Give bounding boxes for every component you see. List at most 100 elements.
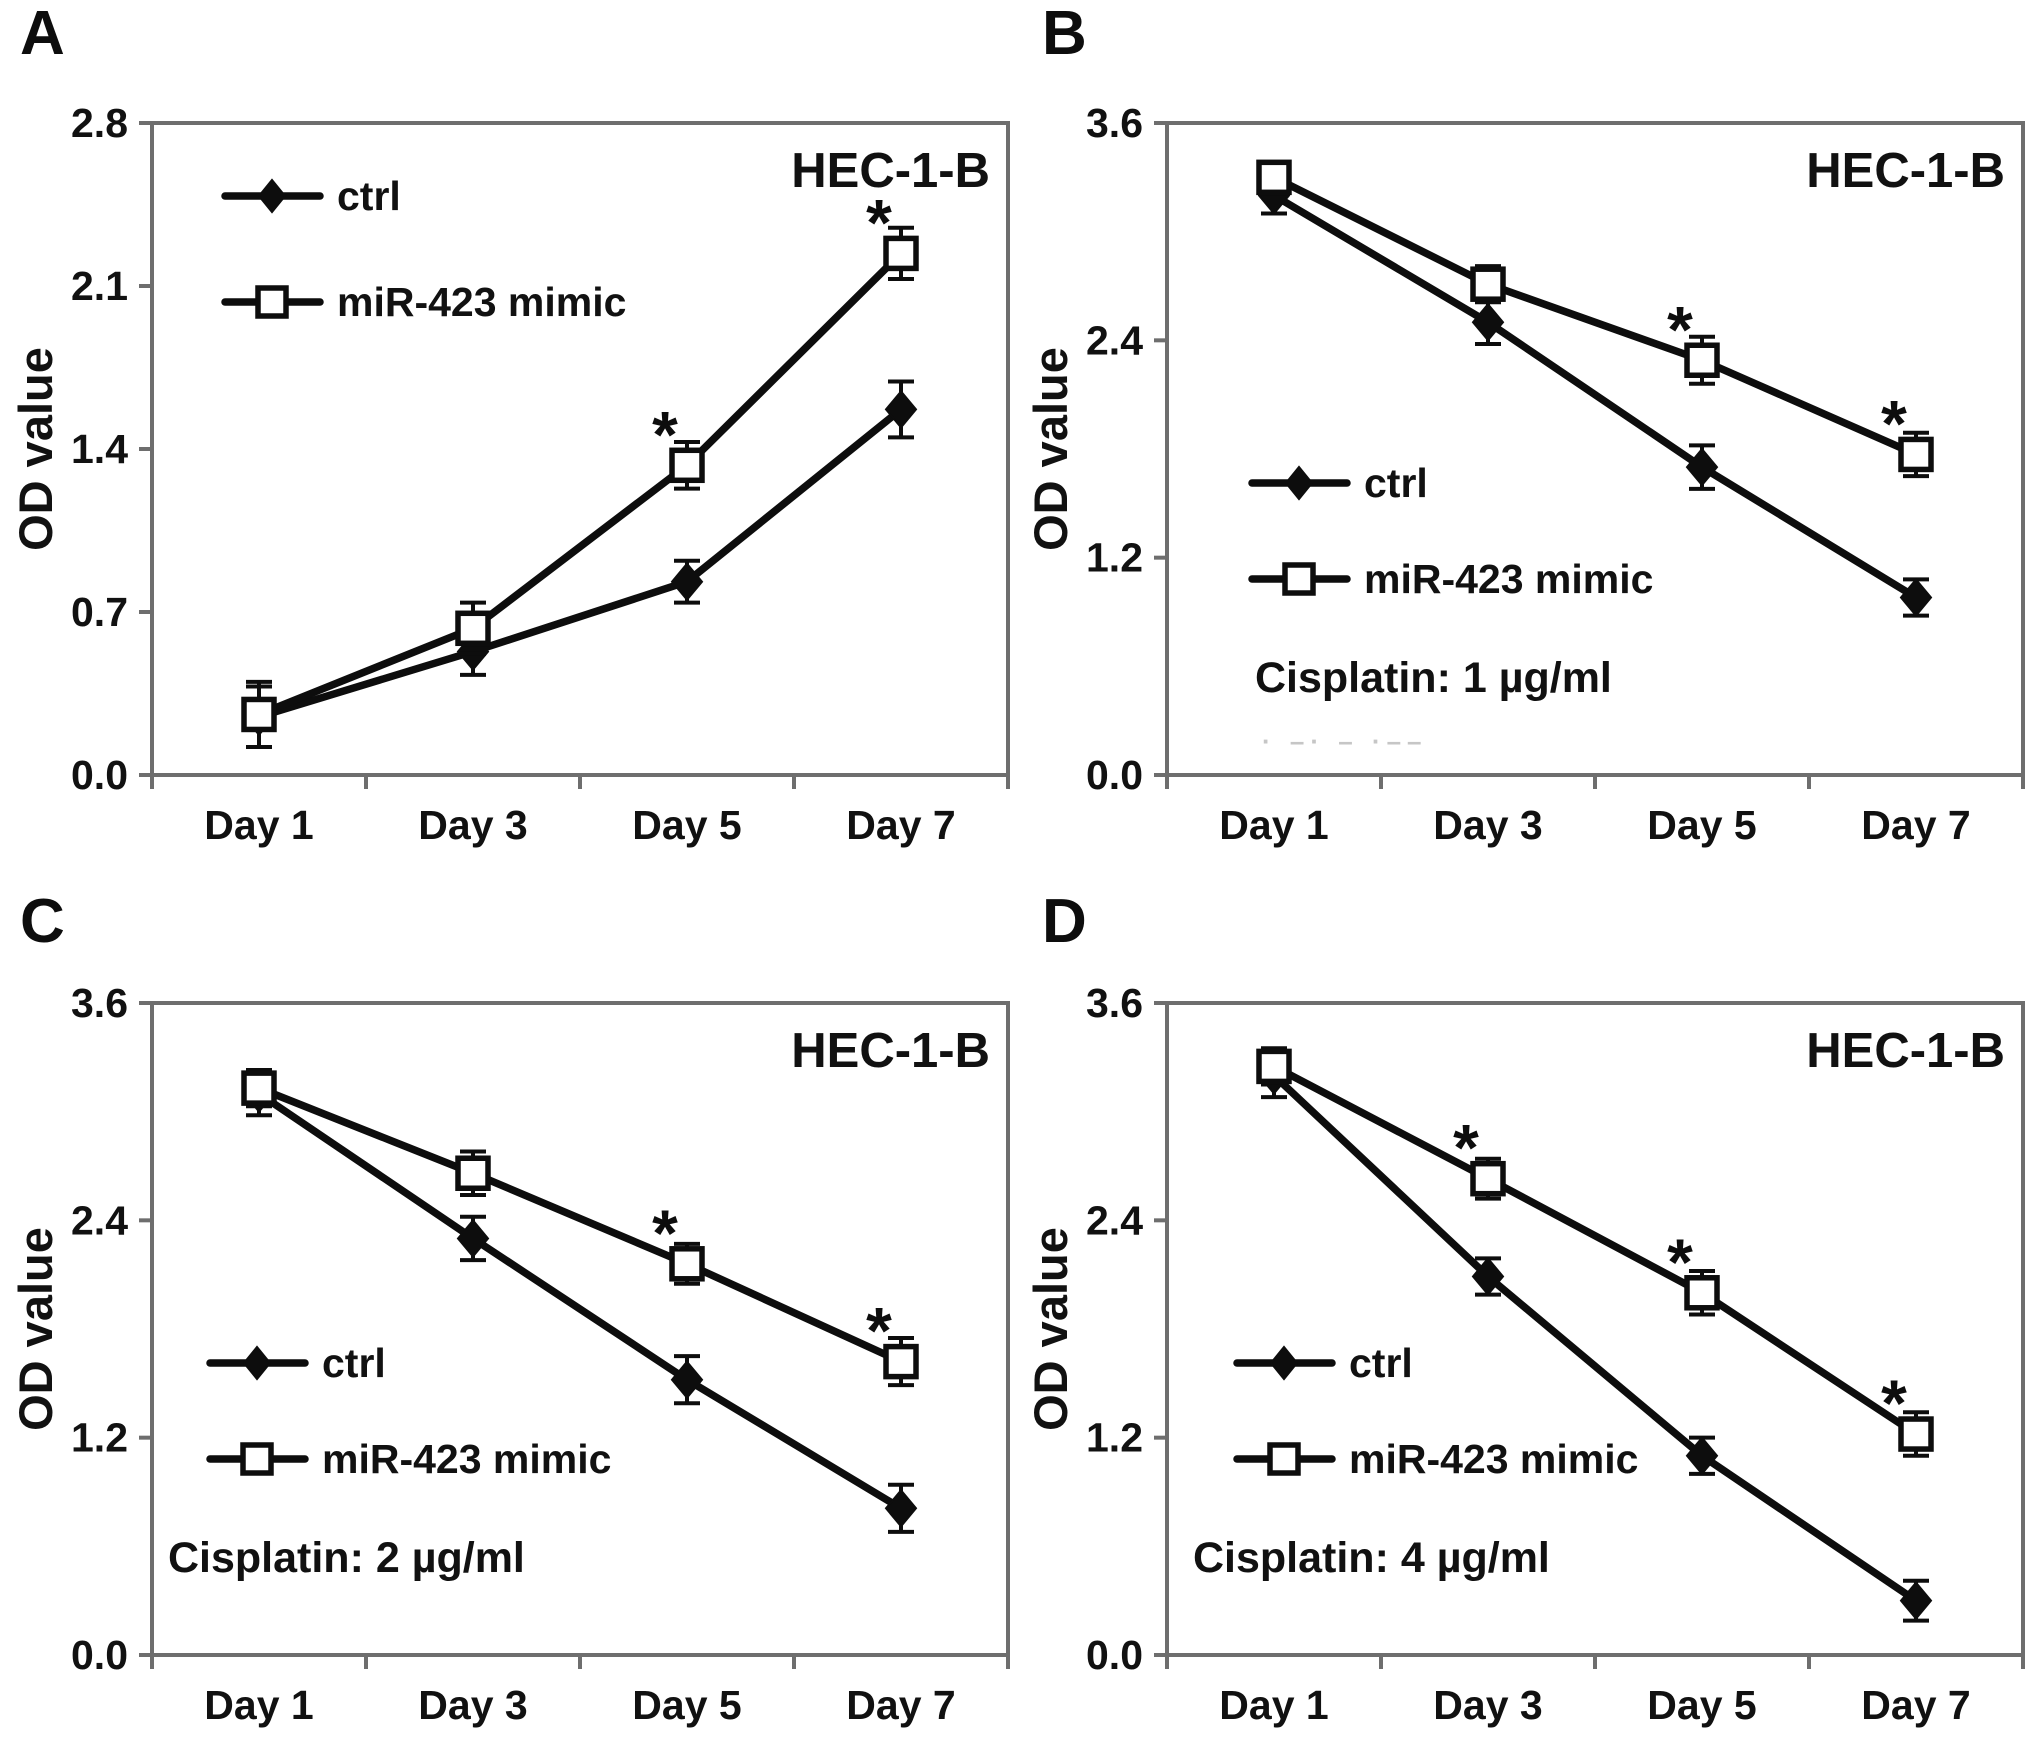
series-mir-423-mimic	[1256, 159, 1934, 479]
y-tick-label: 1.4	[71, 426, 128, 472]
series-line	[255, 1089, 905, 1513]
y-axis: 0.0 1.2 2.4 3.6	[71, 980, 152, 1678]
asterisk: *	[652, 1196, 678, 1270]
significance-markers: * * *	[1453, 1111, 1907, 1440]
asterisk: *	[1881, 1366, 1907, 1440]
y-tick-label: 2.1	[71, 263, 128, 309]
open-square-marker	[669, 447, 705, 484]
y-axis: 0.0 1.2 2.4 3.6	[1086, 980, 1167, 1678]
x-tick-label: Day 1	[1219, 1682, 1328, 1728]
filled-diamond-marker	[1899, 577, 1933, 618]
asterisk: *	[1667, 1225, 1693, 1299]
asterisk: *	[1667, 292, 1693, 366]
x-tick-label: Day 5	[632, 1682, 741, 1728]
y-axis-title: OD value	[9, 347, 62, 551]
x-tick-label: Day 3	[418, 802, 527, 848]
x-tick-label: Day 1	[204, 1682, 313, 1728]
y-axis: 0.0 1.2 2.4 3.6	[1086, 100, 1167, 798]
filled-diamond-marker	[670, 1360, 704, 1400]
panel-A: 0.0 0.7 1.4 2.1 2.8 Day 1 Day 3 Day 5 Day 7 OD va…	[0, 0, 1016, 881]
filled-diamond-marker	[1685, 447, 1719, 487]
open-square-marker	[669, 1246, 705, 1282]
filled-diamond-marker	[1899, 1581, 1933, 1621]
y-tick-label: 0.0	[71, 1632, 128, 1678]
legend: ctrl miR-423 mimic	[1248, 460, 1653, 602]
y-tick-label: 0.0	[71, 752, 128, 798]
treatment-label: Cisplatin: 4 µg/ml	[1193, 1534, 1550, 1582]
filled-diamond-marker	[1471, 1256, 1505, 1297]
x-tick-label: Day 3	[418, 1682, 527, 1728]
y-tick-label: 1.2	[1086, 535, 1143, 581]
x-tick-label: Day 3	[1433, 1682, 1542, 1728]
panel-B-label: B	[1042, 0, 1087, 68]
significance-markers: **	[1667, 292, 1907, 460]
open-square-marker	[1267, 1442, 1301, 1476]
legend-label: miR-423 mimic	[1364, 556, 1653, 602]
x-tick-label: Day 5	[1647, 1682, 1756, 1728]
asterisk: *	[1881, 386, 1907, 460]
filled-diamond-marker	[242, 1345, 272, 1381]
open-square-marker	[1898, 436, 1934, 473]
y-axis-title: OD value	[1024, 347, 1077, 551]
series-line	[1270, 173, 1920, 459]
x-axis: Day 1 Day 3 Day 5 Day 7	[150, 775, 1010, 848]
y-tick-label: 2.4	[71, 1197, 128, 1243]
series-line	[255, 405, 905, 721]
panel-A-label: A	[20, 0, 65, 68]
filled-diamond-marker	[257, 178, 287, 214]
significance-markers: **	[652, 1196, 892, 1368]
legend-label: miR-423 mimic	[1349, 1436, 1638, 1482]
x-tick-label: Day 5	[1647, 802, 1756, 848]
cell-line-title: HEC-1-B	[791, 1024, 990, 1078]
legend: ctrl miR-423 mimic	[206, 1340, 611, 1482]
panel-B: 0.0 1.2 2.4 3.6 Day 1 Day 3 Day 5 Day 7 OD value…	[1015, 0, 2031, 881]
open-square-marker	[1684, 342, 1720, 379]
treatment-label: Cisplatin: 1 µg/ml	[1255, 654, 1612, 702]
filled-diamond-marker	[884, 389, 918, 429]
series-line	[1270, 191, 1920, 602]
open-square-marker	[1470, 1160, 1506, 1197]
legend-label: miR-423 mimic	[322, 1436, 611, 1482]
y-tick-label: 0.7	[71, 589, 128, 635]
open-square-marker	[883, 1343, 919, 1380]
filled-diamond-marker	[884, 1488, 918, 1528]
cell-line-title: HEC-1-B	[1806, 1024, 2005, 1078]
legend-label: ctrl	[322, 1340, 386, 1386]
y-tick-label: 3.6	[71, 980, 128, 1026]
cell-line-title: HEC-1-B	[1806, 144, 2005, 198]
print-artifact: · –· – ·––	[1262, 726, 1428, 756]
panel-D-label: D	[1042, 887, 1087, 956]
open-square-marker	[241, 1070, 277, 1106]
series-ctrl	[1257, 175, 1933, 618]
y-axis-title: OD value	[1024, 1227, 1077, 1431]
filled-diamond-marker	[456, 1218, 490, 1259]
asterisk: *	[866, 185, 892, 259]
series-line	[255, 249, 905, 719]
x-tick-label: Day 7	[1861, 1682, 1970, 1728]
x-tick-label: Day 5	[632, 802, 741, 848]
legend-label: miR-423 mimic	[337, 279, 626, 325]
y-axis: 0.0 0.7 1.4 2.1 2.8	[71, 100, 152, 798]
open-square-marker	[1256, 159, 1292, 196]
x-tick-label: Day 1	[204, 802, 313, 848]
y-tick-label: 2.4	[1086, 1197, 1143, 1243]
open-square-marker	[1684, 1275, 1720, 1311]
asterisk: *	[1453, 1111, 1479, 1185]
series-mir-423-mimic	[1256, 1046, 1934, 1458]
open-square-marker	[1898, 1416, 1934, 1452]
series-mir-423-mimic	[241, 1068, 919, 1388]
x-axis: Day 1 Day 3 Day 5 Day 7	[1165, 775, 2025, 848]
y-axis-title: OD value	[9, 1227, 62, 1431]
panel-D: 0.0 1.2 2.4 3.6 Day 1 Day 3 Day 5 Day 7 OD value…	[1015, 880, 2031, 1761]
x-axis: Day 1 Day 3 Day 5 Day 7	[1165, 1655, 2025, 1728]
x-tick-label: Day 3	[1433, 802, 1542, 848]
open-square-marker	[455, 610, 491, 647]
series-mir-423-mimic	[241, 225, 919, 750]
open-square-marker	[255, 285, 289, 319]
cell-line-title: HEC-1-B	[791, 144, 990, 198]
asterisk: *	[866, 1294, 892, 1368]
filled-diamond-marker	[670, 562, 704, 602]
open-square-marker	[1282, 562, 1316, 596]
x-tick-label: Day 7	[846, 1682, 955, 1728]
legend-label: ctrl	[1364, 460, 1428, 506]
